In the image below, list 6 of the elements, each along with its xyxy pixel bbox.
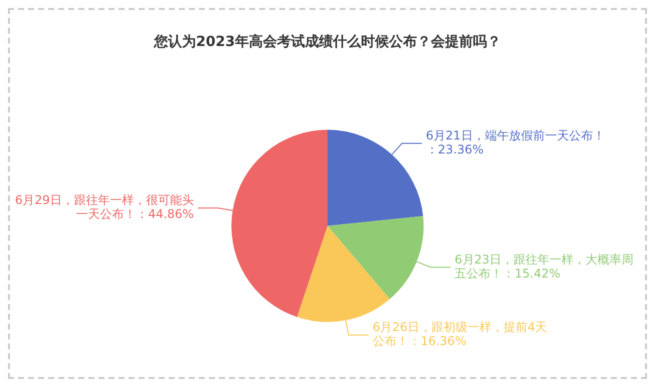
slice-label: 6月21日，端午放假前一天公布！ xyxy=(426,128,605,143)
slice-label: 6月26日，跟初级一样，提前4天公布！：16.36% xyxy=(372,320,548,348)
slice-label: 6月23日，跟往年一样，大概率周五公布！：15.42% xyxy=(454,252,634,280)
slice-label: 6月29日，跟往年一样，很可能头一天公布！：44.86% xyxy=(14,193,194,222)
data-label: ：23.36% xyxy=(426,142,484,157)
chart-title: 您认为2023年高会考试成绩什么时候公布？会提前吗？ xyxy=(153,33,501,50)
